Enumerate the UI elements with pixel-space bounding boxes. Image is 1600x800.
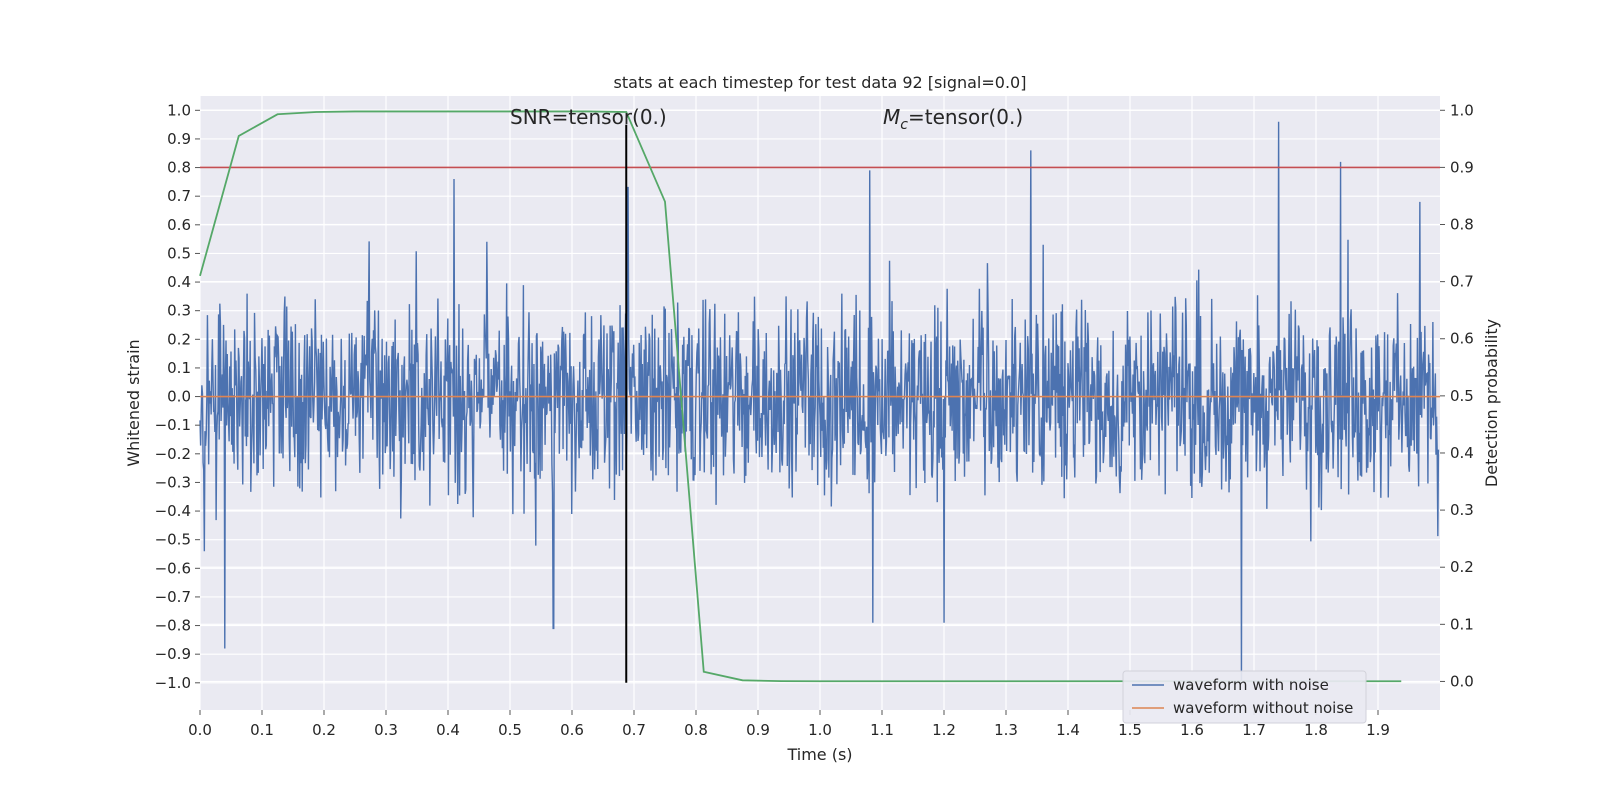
y-right-tick-label: 0.9 [1450,158,1474,176]
y-left-tick-label: −0.2 [155,445,191,463]
y-right-tick-label: 1.0 [1450,101,1474,119]
chart-title: stats at each timestep for test data 92 … [614,73,1027,92]
y-left-tick-label: −0.1 [155,416,191,434]
y-left-tick-label: −0.4 [155,502,191,520]
x-tick-label: 0.7 [622,721,646,739]
annotation-chirp-mass: Mc=tensor(0.) [883,105,1023,133]
x-tick-label: 1.7 [1242,721,1266,739]
x-tick-label: 0.1 [250,721,274,739]
waveform-with-noise-path [199,121,1440,683]
legend-box [1122,670,1367,724]
x-tick-label: 1.0 [808,721,832,739]
y-left-tick-label: −0.8 [155,617,191,635]
x-tick-label: 1.3 [994,721,1018,739]
x-tick-label: 0.3 [374,721,398,739]
x-tick-label: 0.8 [684,721,708,739]
y-right-tick-label: 0.1 [1450,615,1474,633]
y-left-tick-label: 0.7 [167,187,191,205]
x-tick-label: 0.9 [746,721,770,739]
y-left-tick-label: −0.7 [155,588,191,606]
x-tick-label: 0.4 [436,721,460,739]
waveform-with-noise-line [199,121,1440,683]
x-tick-label: 0.2 [312,721,336,739]
y-right-tick-label: 0.3 [1450,501,1474,519]
y-left-tick-label: 0.6 [167,216,191,234]
y-left-tick-label: 1.0 [167,101,191,119]
y-left-tick-label: −0.3 [155,473,191,491]
y-right-tick-label: 0.2 [1450,558,1474,576]
y-axis-title-right: Detection probability [1482,319,1501,487]
x-tick-label: 1.2 [932,721,956,739]
y-left-tick-label: 0.3 [167,302,191,320]
y-left-tick-label: −1.0 [155,674,191,692]
y-left-tick-label: −0.6 [155,559,191,577]
y-right-tick-label: 0.5 [1450,387,1474,405]
y-right-tick-label: 0.7 [1450,273,1474,291]
y-left-tick-label: −0.9 [155,645,191,663]
y-left-tick-label: 0.5 [167,244,191,262]
y-axis-title-left: Whitened strain [124,339,143,466]
legend-label-noise: waveform with noise [1173,676,1329,694]
y-right-tick-label: 0.6 [1450,330,1474,348]
legend: waveform with noise waveform without noi… [1122,670,1367,724]
x-tick-label: 0.6 [560,721,584,739]
y-left-tick-label: 0.4 [167,273,191,291]
tick-labels: 0.0 0.1 0.2 0.3 0.4 0.5 0.6 0.7 0.8 0.9 1.0 1.1 1.2 1… [155,101,1474,739]
x-tick-label: 0.0 [188,721,212,739]
legend-label-clean: waveform without noise [1173,699,1353,717]
y-left-tick-label: 0.0 [167,388,191,406]
annotation-mc-symbol: M [883,105,900,129]
annotation-mc-value: =tensor(0.) [908,105,1023,129]
x-tick-label: 1.8 [1304,721,1328,739]
annotation-snr-prefix: SNR [510,105,552,129]
y-left-tick-label: −0.5 [155,531,191,549]
x-axis-title: Time (s) [786,745,852,764]
y-left-tick-label: 0.1 [167,359,191,377]
x-tick-label: 1.9 [1366,721,1390,739]
y-right-tick-label: 0.0 [1450,672,1474,690]
annotation-snr-value: =tensor(0.) [552,105,667,129]
y-right-tick-label: 0.4 [1450,444,1474,462]
x-tick-label: 1.5 [1118,721,1142,739]
x-tick-label: 0.5 [498,721,522,739]
x-tick-label: 1.6 [1180,721,1204,739]
y-left-tick-label: 0.9 [167,130,191,148]
y-left-tick-label: 0.8 [167,159,191,177]
annotation-mc-subscript: c [900,117,908,133]
x-tick-label: 1.1 [870,721,894,739]
y-right-tick-label: 0.8 [1450,216,1474,234]
x-tick-label: 1.4 [1056,721,1080,739]
annotation-snr: SNR=tensor(0.) [510,105,667,129]
y-left-tick-label: 0.2 [167,330,191,348]
